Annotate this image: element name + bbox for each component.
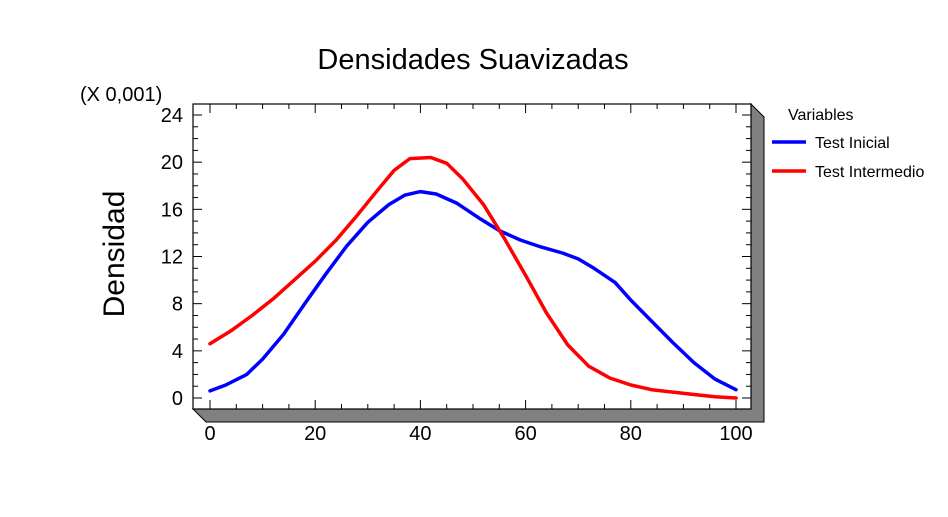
y-tick-label: 12: [161, 247, 183, 269]
y-tick-label: 24: [161, 105, 183, 127]
y-tick-label: 8: [172, 294, 183, 316]
legend-entry-label: Test Inicial: [815, 135, 890, 152]
chart-title: Densidades Suavizadas: [317, 44, 628, 76]
series-line-test-inicial: [208, 189, 738, 393]
x-tick-label: 0: [204, 423, 215, 445]
y-multiplier-label: (X 0,001): [80, 84, 162, 106]
y-tick-label: 16: [161, 199, 183, 221]
y-tick-label: 20: [161, 152, 183, 174]
y-axis-title: Densidad: [98, 191, 131, 318]
series-lines: [208, 155, 738, 400]
x-tick-label: 40: [409, 423, 431, 445]
legend-entry-label: Test Intermedio: [815, 164, 924, 181]
legend: Variables Test Inicial Test Intermedio: [772, 107, 924, 181]
x-tick-label: 20: [304, 423, 326, 445]
x-axis: 0 20 40 60 80 100: [204, 104, 753, 445]
series-line-test-intermedio: [208, 155, 738, 400]
y-axis: 0 4 8 12 16 20 24: [161, 105, 751, 410]
x-tick-label: 60: [514, 423, 536, 445]
x-tick-label: 100: [719, 423, 752, 445]
plot-area: [192, 103, 752, 410]
legend-title: Variables: [788, 107, 854, 124]
x-tick-label: 80: [620, 423, 642, 445]
y-tick-label: 0: [172, 388, 183, 410]
y-tick-label: 4: [172, 341, 183, 363]
